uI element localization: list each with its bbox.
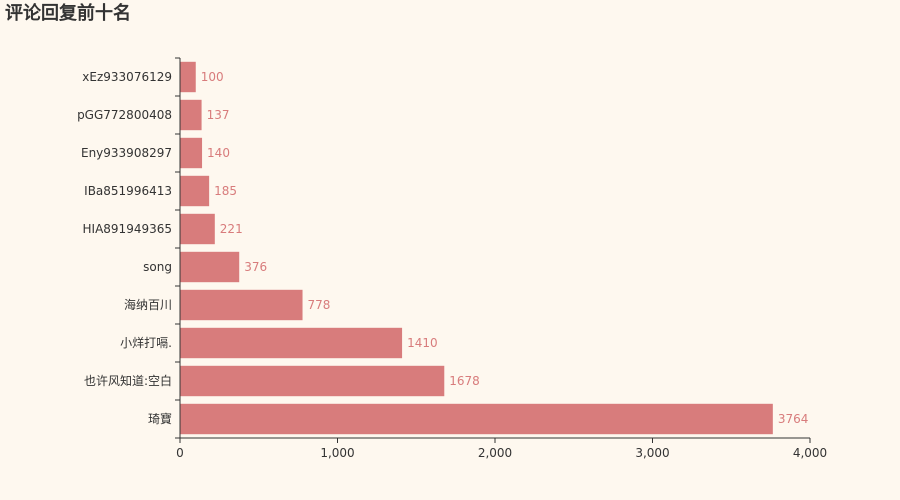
bar[interactable]	[180, 137, 203, 169]
data-label: 185	[214, 184, 237, 198]
y-tick-label: 小烊打嗝.	[120, 336, 172, 350]
x-tick-label: 0	[176, 446, 184, 460]
bar[interactable]	[180, 289, 303, 321]
data-label: 778	[308, 298, 331, 312]
data-label: 140	[207, 146, 230, 160]
data-label: 1678	[449, 374, 480, 388]
bar[interactable]	[180, 327, 403, 359]
y-tick-label: 琦寶	[148, 411, 172, 426]
y-tick-label: Eny933908297	[81, 146, 172, 160]
data-label: 376	[244, 260, 267, 274]
y-tick-label: xEz933076129	[82, 70, 172, 84]
bar[interactable]	[180, 213, 215, 245]
data-label: 100	[201, 70, 224, 84]
y-tick-label: IBa851996413	[84, 184, 172, 198]
bar[interactable]	[180, 175, 210, 207]
y-tick-label: pGG772800408	[77, 108, 172, 122]
bar[interactable]	[180, 99, 202, 131]
x-tick-label: 3,000	[635, 446, 669, 460]
x-tick-label: 1,000	[320, 446, 354, 460]
bar[interactable]	[180, 61, 196, 93]
chart-title: 评论回复前十名	[5, 3, 131, 24]
bar[interactable]	[180, 403, 773, 435]
y-tick-label: 也许风知道:空白	[84, 373, 172, 388]
data-label: 1410	[407, 336, 438, 350]
data-label: 137	[207, 108, 230, 122]
data-label: 3764	[778, 412, 809, 426]
bar[interactable]	[180, 365, 445, 397]
y-tick-label: HIA891949365	[83, 222, 172, 236]
y-tick-label: 海纳百川	[124, 297, 172, 312]
data-label: 221	[220, 222, 243, 236]
bar[interactable]	[180, 251, 240, 283]
x-tick-label: 2,000	[478, 446, 512, 460]
x-tick-label: 4,000	[793, 446, 827, 460]
y-tick-label: song	[143, 260, 172, 274]
